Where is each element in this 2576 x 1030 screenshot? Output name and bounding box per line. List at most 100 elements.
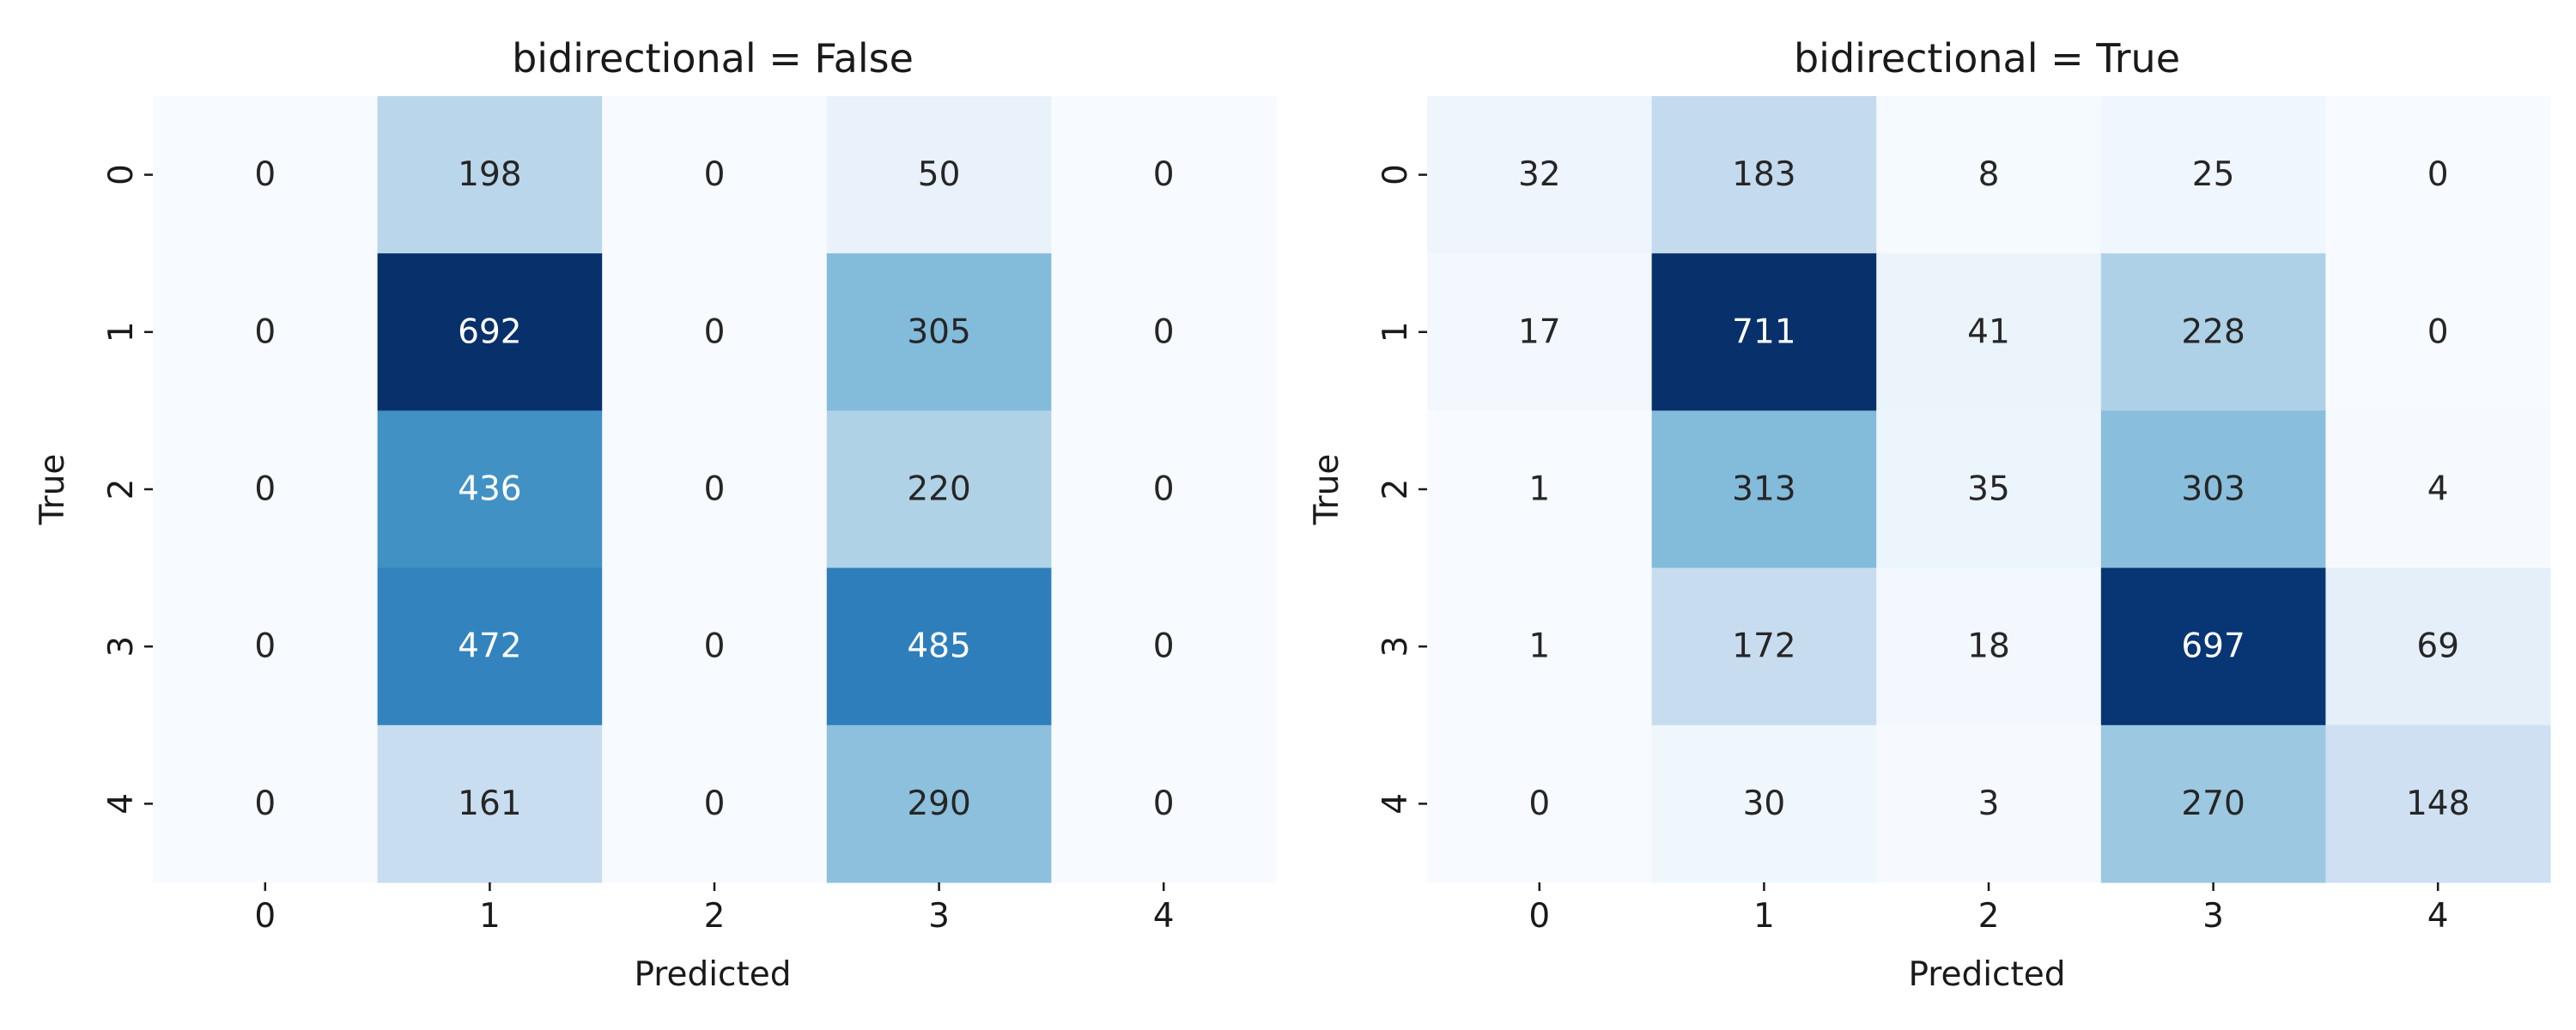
heatmap-cell bbox=[602, 410, 828, 569]
cell-value-label: 8 bbox=[1978, 155, 2000, 194]
cell-value-label: 1 bbox=[1528, 470, 1550, 509]
heatmap-cell bbox=[2325, 567, 2551, 726]
cell-value-label: 472 bbox=[458, 627, 521, 666]
heatmap-cell bbox=[2100, 567, 2326, 726]
heatmap-cell bbox=[153, 724, 379, 883]
y-axis-ticks: 0 1 2 3 4 bbox=[102, 164, 153, 815]
heatmap-cell bbox=[1876, 96, 2102, 254]
heatmap-cell bbox=[602, 567, 828, 726]
heatmap-cell bbox=[2100, 96, 2326, 254]
cell-value-label: 0 bbox=[704, 627, 726, 666]
cell-value-label: 220 bbox=[907, 470, 970, 509]
cell-value-label: 0 bbox=[704, 312, 726, 351]
heatmap-cell bbox=[1427, 410, 1653, 569]
x-axis-ticks: 0 1 2 3 4 bbox=[254, 882, 1175, 936]
heatmap-cell bbox=[1876, 410, 2102, 569]
heatmap-cell bbox=[1876, 567, 2102, 726]
cell-value-label: 270 bbox=[2181, 785, 2245, 823]
heatmap-cell bbox=[1051, 724, 1277, 883]
heatmap-cell bbox=[602, 253, 828, 411]
heatmap-cell bbox=[2100, 724, 2326, 883]
cell-value-label: 172 bbox=[1732, 627, 1795, 666]
y-tick-label: 4 bbox=[1376, 793, 1415, 815]
heatmap-cells bbox=[1427, 96, 2551, 883]
cell-value-label: 305 bbox=[907, 312, 970, 351]
heatmap-cell bbox=[1427, 253, 1653, 411]
cell-value-label: 697 bbox=[2181, 627, 2245, 666]
cell-value-label: 183 bbox=[1732, 155, 1795, 194]
y-tick-label: 1 bbox=[1376, 321, 1415, 342]
cell-value-label: 50 bbox=[918, 155, 961, 194]
cell-value-label: 0 bbox=[704, 785, 726, 823]
heatmap-cell bbox=[826, 567, 1052, 726]
heatmap-cell bbox=[153, 253, 379, 411]
y-axis-ticks: 0 1 2 3 4 bbox=[1376, 164, 1427, 815]
cell-value-label: 0 bbox=[254, 470, 276, 509]
heatmap-cell-labels: 32 183 8 25 017 711 41 228 01 313 35 303 41 172 18 697 6… bbox=[1518, 155, 2470, 823]
y-tick-label: 0 bbox=[102, 164, 141, 185]
heatmap-cell bbox=[1051, 410, 1277, 569]
heatmap-cell bbox=[602, 96, 828, 254]
heatmap-cell bbox=[153, 96, 379, 254]
cell-value-label: 0 bbox=[254, 155, 276, 194]
y-axis-label: True bbox=[1308, 454, 1346, 526]
heatmap-cell bbox=[1651, 410, 1877, 569]
panel-title: bidirectional = True bbox=[1794, 35, 2180, 82]
x-tick-label: 1 bbox=[479, 897, 501, 936]
cell-value-label: 30 bbox=[1743, 785, 1786, 823]
cell-value-label: 198 bbox=[458, 155, 521, 194]
cell-value-label: 711 bbox=[1732, 312, 1795, 351]
cell-value-label: 0 bbox=[1153, 470, 1175, 509]
cell-value-label: 0 bbox=[1153, 312, 1175, 351]
x-tick-label: 0 bbox=[254, 897, 276, 936]
cell-value-label: 0 bbox=[254, 785, 276, 823]
x-axis-label: Predicted bbox=[634, 955, 791, 994]
x-tick-label: 2 bbox=[704, 897, 726, 936]
cell-value-label: 0 bbox=[704, 155, 726, 194]
cell-value-label: 25 bbox=[2192, 155, 2235, 194]
cell-value-label: 485 bbox=[907, 627, 970, 666]
heatmap-cell-labels: 0 198 0 50 0 0 692 0 305 0 0 436 0 220 0 0 472 0 485 0 0 161 0… bbox=[254, 155, 1174, 823]
panel-title: bidirectional = False bbox=[512, 35, 914, 82]
cell-value-label: 0 bbox=[1153, 627, 1175, 666]
heatmap-cell bbox=[1876, 253, 2102, 411]
heatmap-cell bbox=[2325, 253, 2551, 411]
cell-value-label: 3 bbox=[1978, 785, 2000, 823]
heatmap-cell bbox=[2325, 96, 2551, 254]
x-tick-label: 1 bbox=[1753, 897, 1775, 936]
heatmap-cell bbox=[153, 410, 379, 569]
cell-value-label: 17 bbox=[1518, 312, 1561, 351]
heatmap-cell bbox=[1651, 96, 1877, 254]
cell-value-label: 4 bbox=[2427, 470, 2449, 509]
cell-value-label: 0 bbox=[1153, 785, 1175, 823]
cell-value-label: 0 bbox=[1153, 155, 1175, 194]
heatmap-cell bbox=[1651, 567, 1877, 726]
cell-value-label: 0 bbox=[254, 627, 276, 666]
y-axis-label: True bbox=[33, 454, 72, 526]
x-tick-label: 2 bbox=[1978, 897, 2000, 936]
heatmap-cell bbox=[826, 96, 1052, 254]
cell-value-label: 148 bbox=[2406, 785, 2470, 823]
heatmap-cells bbox=[153, 96, 1277, 883]
heatmap-cell bbox=[602, 724, 828, 883]
heatmap-cell bbox=[2100, 410, 2326, 569]
cell-value-label: 0 bbox=[254, 312, 276, 351]
heatmap-cell bbox=[2325, 724, 2551, 883]
heatmap-cell bbox=[1051, 253, 1277, 411]
heatmap-cell bbox=[1051, 96, 1277, 254]
x-tick-label: 0 bbox=[1528, 897, 1550, 936]
cell-value-label: 35 bbox=[1967, 470, 2010, 509]
heatmap-cell bbox=[826, 253, 1052, 411]
y-tick-label: 2 bbox=[102, 479, 141, 500]
cell-value-label: 692 bbox=[458, 312, 521, 351]
heatmap-cell bbox=[377, 724, 603, 883]
y-tick-label: 3 bbox=[102, 636, 141, 657]
cell-value-label: 32 bbox=[1518, 155, 1561, 194]
heatmap-cell bbox=[1427, 96, 1653, 254]
heatmap-cell bbox=[1427, 567, 1653, 726]
cell-value-label: 290 bbox=[907, 785, 970, 823]
heatmap-cell bbox=[2100, 253, 2326, 411]
x-axis-label: Predicted bbox=[1908, 955, 2065, 994]
x-axis-ticks: 0 1 2 3 4 bbox=[1528, 882, 2449, 936]
heatmap-cell bbox=[377, 567, 603, 726]
